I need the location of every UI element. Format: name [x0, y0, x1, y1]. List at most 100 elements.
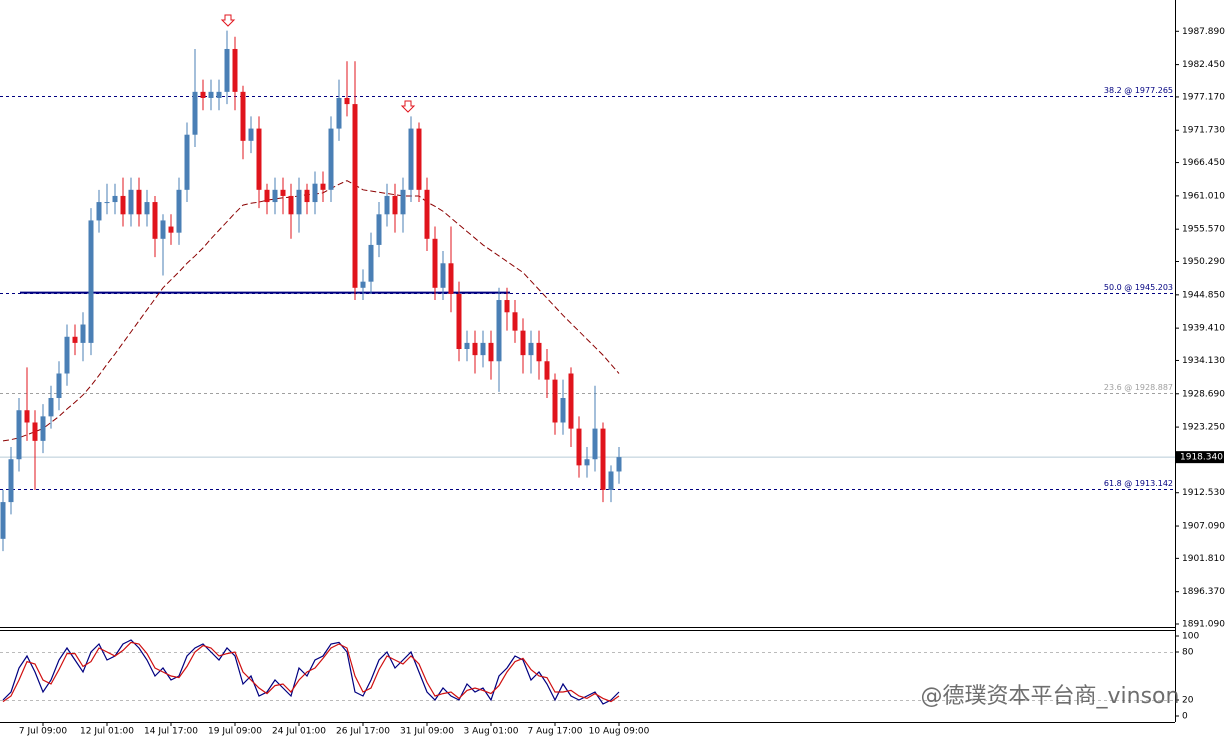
candle-body	[584, 459, 590, 466]
candle-body	[144, 202, 150, 215]
candle-body	[360, 281, 366, 288]
candle-body	[288, 195, 294, 215]
candle-body	[472, 342, 478, 356]
y-tick-label: 1966.450	[1182, 158, 1225, 168]
y-tick-label: 1987.890	[1182, 27, 1225, 37]
fib-label: 50.0 @ 1945.203	[1104, 283, 1173, 292]
candle-body	[488, 342, 494, 362]
candle-body	[568, 373, 574, 429]
candle-body	[152, 202, 158, 239]
candle-body	[224, 48, 230, 92]
candle-body	[64, 336, 70, 374]
x-tick-label: 10 Aug 09:00	[589, 727, 650, 737]
candle-body	[256, 128, 262, 190]
candle-body	[112, 195, 118, 203]
candle-body	[320, 183, 326, 190]
y-tick-label: 1896.370	[1182, 587, 1225, 597]
fib-label: 38.2 @ 1977.265	[1104, 86, 1173, 95]
y-tick-label: 100	[1182, 632, 1199, 642]
candle-body	[328, 128, 334, 190]
x-tick-label: 19 Jul 09:00	[208, 727, 262, 737]
y-tick-label: 1907.090	[1182, 522, 1225, 532]
x-tick-label: 12 Jul 01:00	[80, 727, 134, 737]
candle-body	[456, 293, 462, 350]
candle-body	[48, 397, 54, 417]
candle-body	[464, 342, 470, 350]
candle-body	[600, 428, 606, 490]
y-tick-label: 1912.530	[1182, 488, 1225, 498]
y-tick-label: 1934.130	[1182, 356, 1225, 366]
candle-body	[88, 220, 94, 343]
candle-body	[544, 361, 550, 380]
candle-body	[384, 195, 390, 215]
candle-body	[432, 238, 438, 288]
x-tick-label: 14 Jul 17:00	[144, 727, 198, 737]
candle-body	[560, 397, 566, 423]
candle-body	[40, 416, 46, 441]
candle-body	[248, 128, 254, 141]
fib-label: 61.8 @ 1913.142	[1104, 479, 1173, 488]
candle-body	[0, 502, 6, 539]
candle-body	[616, 457, 622, 472]
candle-body	[368, 244, 374, 282]
current-price-label: 1918.340	[1180, 453, 1223, 463]
candle-body	[80, 324, 86, 343]
candle-body	[504, 300, 510, 313]
candle-body	[104, 202, 110, 204]
candle-body	[400, 189, 406, 215]
moving-average	[2, 180, 620, 442]
candle-body	[24, 410, 30, 423]
candle-body	[352, 104, 358, 288]
candle-body	[264, 189, 270, 203]
y-tick-label: 1955.570	[1182, 225, 1225, 235]
oscillator-line	[2, 639, 620, 705]
x-tick-label: 24 Jul 01:00	[272, 727, 326, 737]
y-tick-label: 1971.730	[1182, 126, 1225, 136]
y-tick-label: 1939.410	[1182, 324, 1225, 334]
candle-body	[608, 471, 614, 490]
x-tick-label: 7 Aug 17:00	[528, 727, 583, 737]
candle-body	[392, 195, 398, 215]
candle-body	[184, 134, 190, 190]
candle-body	[528, 342, 534, 356]
candle-body	[576, 428, 582, 466]
y-tick-label: 1977.170	[1182, 92, 1225, 102]
candle-body	[272, 189, 278, 203]
candle-body	[440, 263, 446, 288]
fib-label: 23.6 @ 1928.887	[1104, 383, 1173, 392]
candle-body	[536, 342, 542, 362]
x-tick-label: 7 Jul 09:00	[19, 727, 68, 737]
candle-body	[8, 459, 14, 503]
current-price-box	[1176, 451, 1224, 464]
candle-body	[96, 202, 102, 221]
candle-body	[312, 183, 318, 203]
candle-body	[496, 300, 502, 362]
candle-body	[592, 428, 598, 460]
candle-body	[408, 128, 414, 190]
watermark: @德璞资本平台商_vinson	[921, 684, 1180, 709]
candle-body	[72, 336, 78, 343]
candle-body	[208, 91, 214, 98]
candle-body	[240, 91, 246, 141]
fractal-arrow	[220, 14, 416, 113]
candle-body	[336, 97, 342, 129]
x-tick-label: 26 Jul 17:00	[336, 727, 390, 737]
candle-body	[200, 91, 206, 98]
candle-body	[296, 189, 302, 215]
y-tick-label: 1982.450	[1182, 60, 1225, 70]
y-tick-label: 1901.810	[1182, 554, 1225, 564]
candle-body	[216, 91, 222, 98]
candle-body	[128, 189, 134, 215]
candle-body	[520, 330, 526, 356]
candle-body	[304, 189, 310, 203]
y-tick-label: 1928.690	[1182, 389, 1225, 399]
y-tick-label: 1891.090	[1182, 619, 1225, 629]
y-tick-label: 20	[1182, 696, 1194, 706]
candle-body	[56, 373, 62, 398]
candle-body	[120, 195, 126, 215]
y-tick-label: 80	[1182, 648, 1194, 658]
candle-body	[448, 263, 454, 294]
